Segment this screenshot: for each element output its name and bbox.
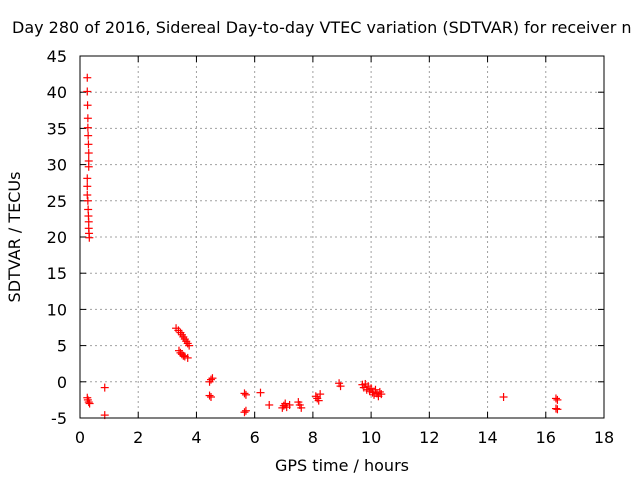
data-point [297,403,306,412]
data-points [83,73,562,420]
data-point [207,375,215,384]
x-tick-label: 2 [133,428,143,447]
y-axis-label: SDTVAR / TECUs [5,172,24,303]
data-point [207,393,215,402]
data-point [208,374,217,383]
data-point [499,393,508,402]
data-point [84,131,93,140]
data-point [85,399,94,408]
data-point [553,395,562,404]
y-tick-label: 40 [47,83,67,102]
data-point [83,182,92,191]
data-point [179,351,188,360]
x-tick-label: 16 [536,428,556,447]
x-tick-label: 4 [191,428,201,447]
y-tick-label: 25 [47,192,67,211]
y-tick-label: 10 [47,300,67,319]
axis-ticks: 0 2 4 6 8 10 12 14 16 18 -5 0 5 10 15 20 25 30 35 40 45 [47,47,615,447]
data-point [240,389,249,398]
data-point [285,400,294,409]
y-tick-label: 30 [47,156,67,175]
data-point [84,398,93,407]
chart-title: Day 280 of 2016, Sidereal Day-to-day VTE… [12,18,632,37]
plot-frame [79,55,605,419]
data-point [85,233,94,242]
data-point [551,404,560,413]
data-point [336,382,345,391]
y-tick-label: 0 [57,373,67,392]
y-tick-label: 15 [47,264,67,283]
data-point [84,140,93,149]
data-point [83,395,92,404]
data-point [367,384,376,393]
grid-lines [80,56,604,418]
data-point [371,385,380,394]
y-tick-label: 45 [47,47,67,66]
x-tick-label: 14 [477,428,497,447]
data-point [240,408,249,417]
data-point [265,400,274,409]
data-point [316,390,325,399]
x-tick-label: 10 [361,428,381,447]
data-point [553,405,562,414]
data-point [83,114,92,123]
data-point [83,101,92,110]
data-point [241,406,250,415]
x-tick-label: 18 [594,428,614,447]
data-point [256,388,265,397]
x-tick-label: 6 [250,428,260,447]
data-point [551,394,560,403]
data-point [100,383,109,392]
x-tick-label: 8 [308,428,318,447]
y-tick-label: 5 [57,337,67,356]
y-tick-label: 20 [47,228,67,247]
x-tick-label: 0 [75,428,85,447]
data-point [314,396,323,405]
data-point [84,162,93,171]
data-point [185,341,194,350]
x-axis-label: GPS time / hours [275,456,409,475]
data-point [205,391,214,400]
data-point [84,149,93,158]
data-point [83,196,92,205]
data-point [83,174,92,183]
data-point [241,390,250,399]
data-point [83,87,92,96]
x-tick-label: 12 [419,428,439,447]
data-point [83,123,92,132]
y-tick-label: 35 [47,119,67,138]
data-point [83,73,92,82]
y-tick-label: -5 [51,409,67,428]
data-point [183,353,192,362]
data-point [377,390,386,399]
data-point [281,399,290,408]
